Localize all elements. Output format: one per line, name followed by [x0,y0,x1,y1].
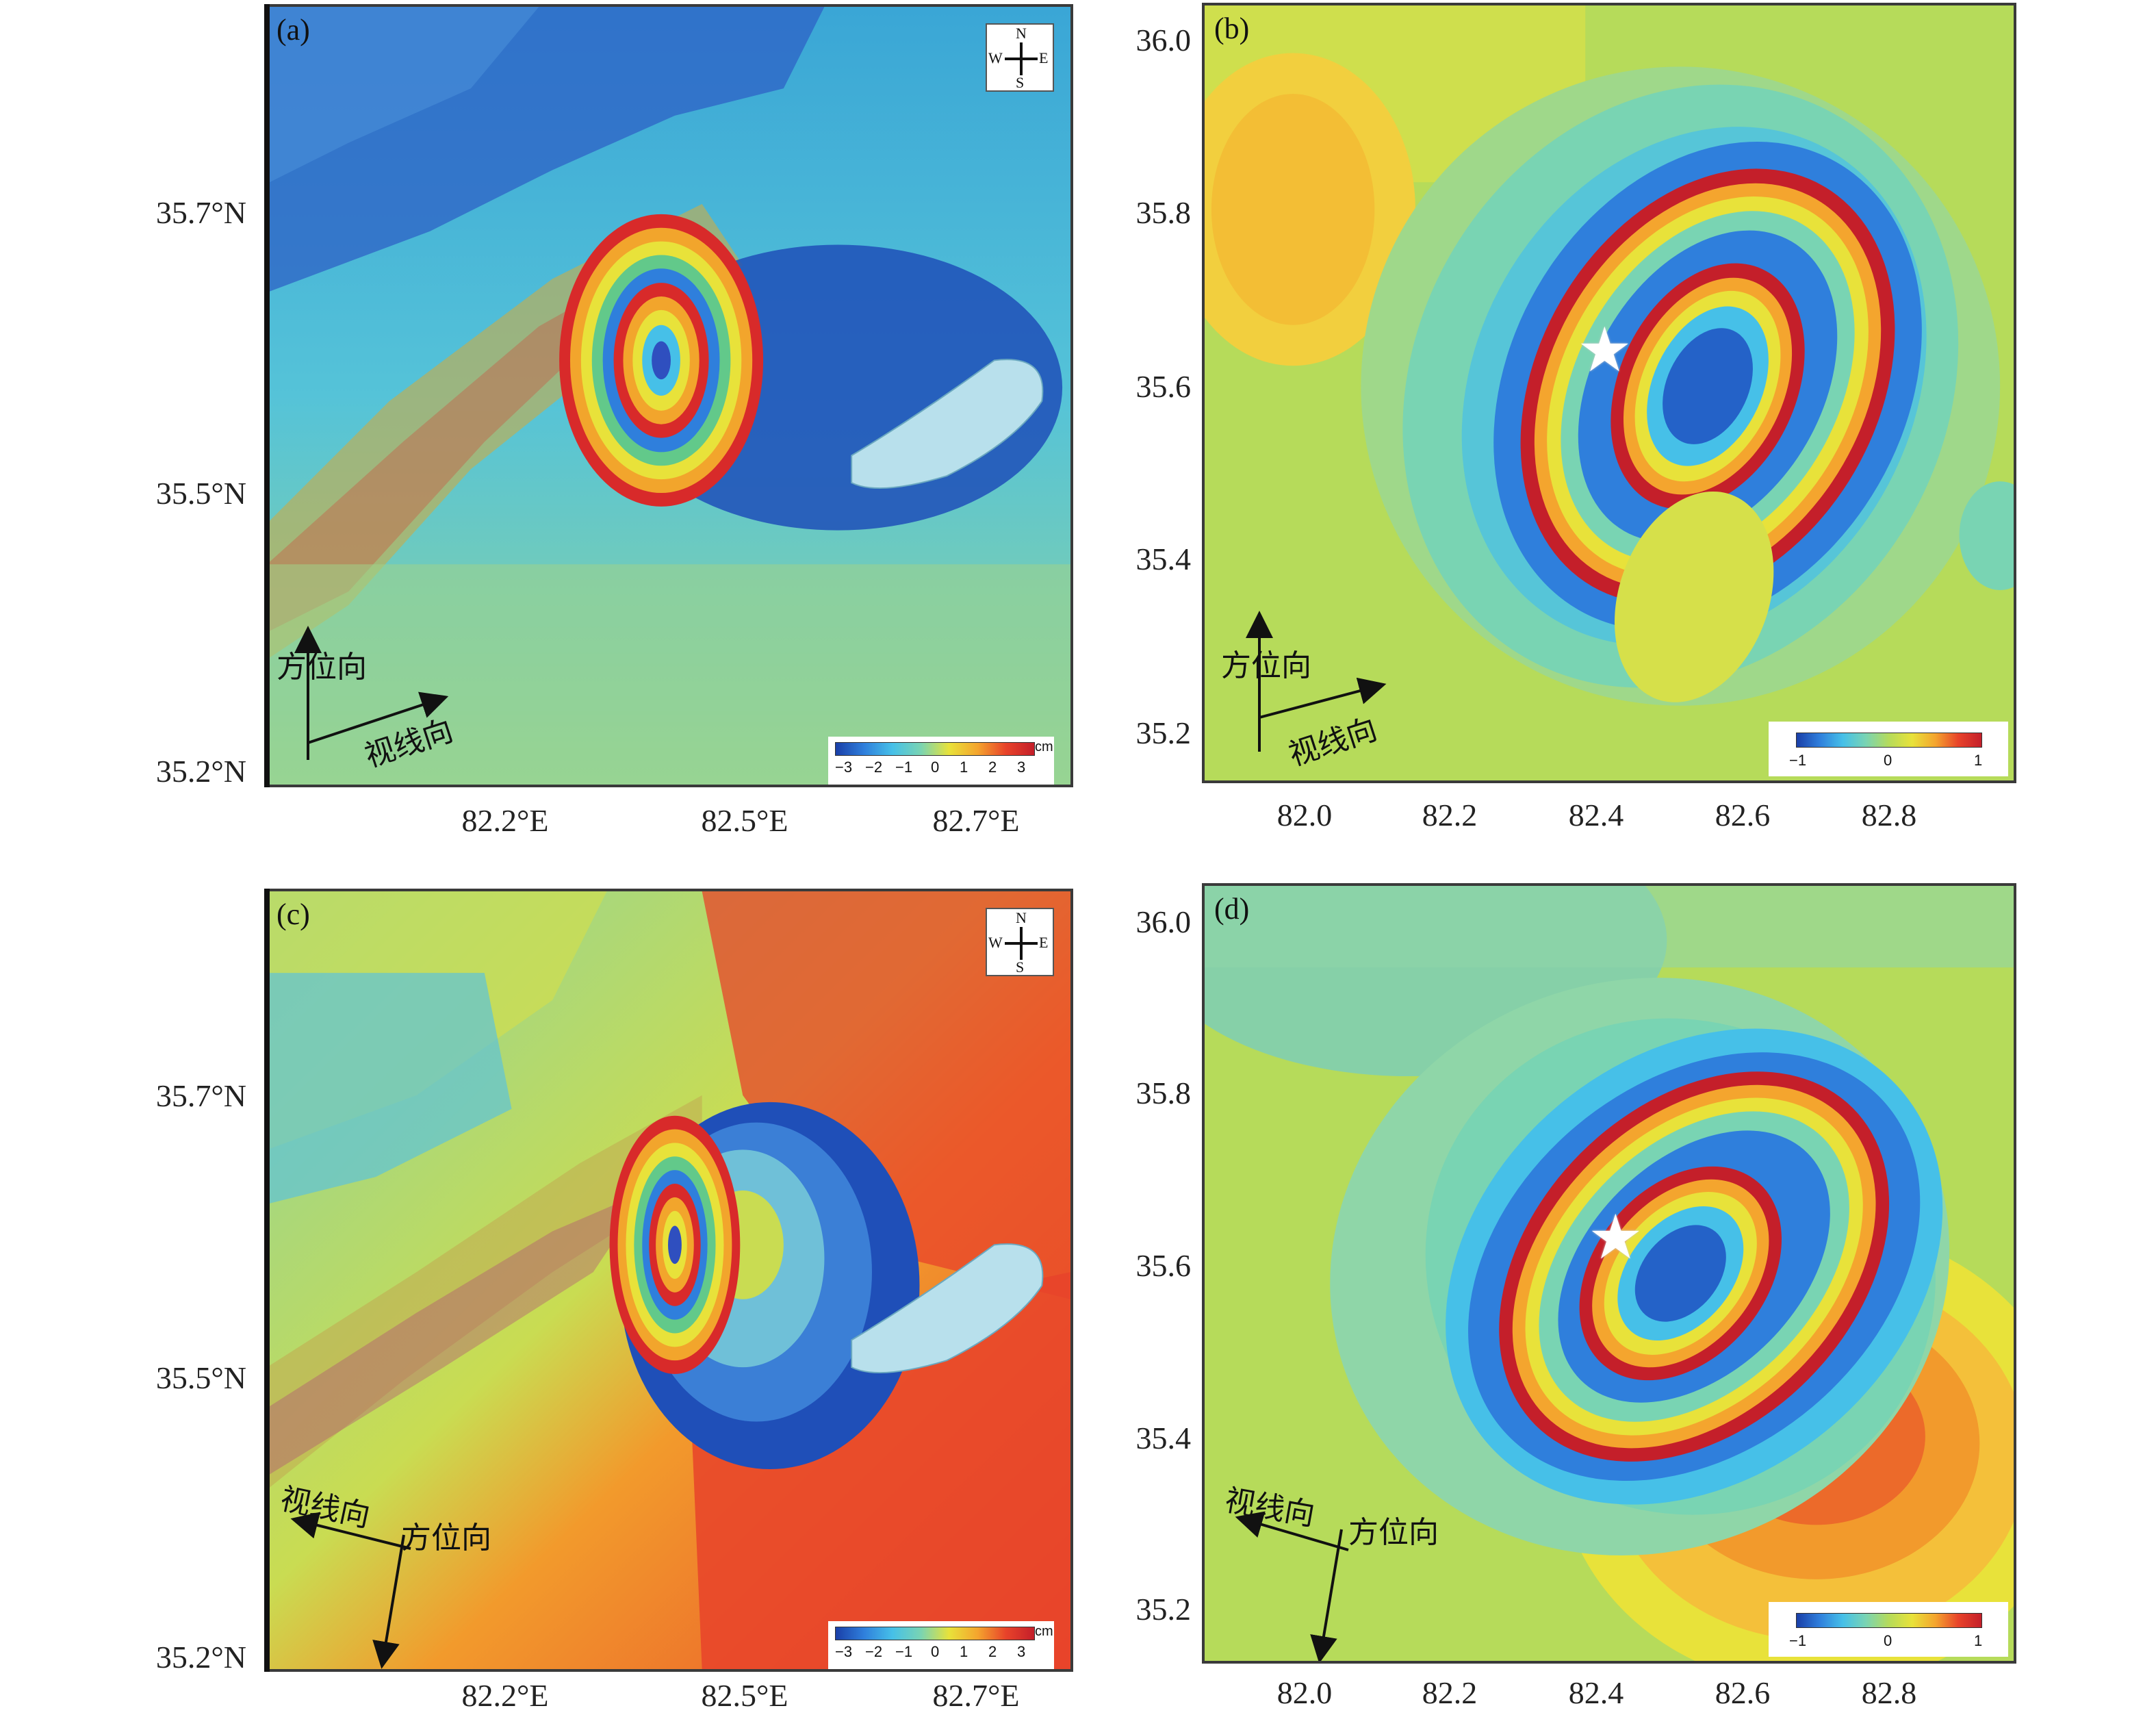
x-tick-b-3: 82.4 [1568,798,1624,832]
azimuth-label-d: 方位向 [1348,1516,1439,1550]
x-tick-a-3: 82.7°E [932,803,1020,838]
x-tick-a-1: 82.2°E [461,803,549,838]
x-tick-c-2: 82.5°E [701,1678,788,1713]
x-tick-d-3: 82.4 [1568,1675,1624,1710]
lake-c [851,1243,1044,1374]
panel-a-map: (a) N S E W −3 −2 −1 0 1 2 3 cm 方位向 视线向 [264,4,1073,787]
panel-c-map: (c) N S E W −3 −2 −1 0 1 2 3 cm 视线向 方位向 [264,889,1073,1672]
y-tick-a-1: 35.7°N [155,195,246,230]
arrow-icon [1235,1511,1349,1661]
interferogram-c [267,891,1070,1669]
x-tick-a-2: 82.5°E [701,803,788,838]
colorbar-obs-c: −3 −2 −1 0 1 2 3 cm [828,1621,1054,1669]
arrow-icon [1246,611,1387,752]
x-tick-b-1: 82.0 [1276,798,1333,832]
x-tick-b-5: 82.8 [1861,798,1917,832]
y-tick-d-5: 35.2 [1135,1592,1192,1627]
compass-rose-icon: N S E W [986,908,1054,976]
y-tick-b-4: 35.4 [1135,542,1192,576]
y-tick-b-2: 35.8 [1135,195,1192,230]
y-tick-d-2: 35.8 [1135,1076,1192,1110]
panel-label-b: (b) [1214,12,1250,45]
y-tick-b-5: 35.2 [1135,715,1192,750]
y-tick-d-4: 35.4 [1135,1421,1192,1455]
azimuth-label-a: 方位向 [277,650,367,685]
y-tick-b-1: 36.0 [1135,23,1192,58]
panel-d-map: (d) ★ −1 0 1 视线向 方位向 [1202,883,2016,1664]
y-tick-a-2: 35.5°N [155,476,246,511]
x-tick-d-4: 82.6 [1715,1675,1771,1710]
x-tick-d-5: 82.8 [1861,1675,1917,1710]
y-tick-c-1: 35.7°N [155,1078,246,1113]
epicenter-star-icon: ★ [1588,1204,1643,1272]
model-b [1205,5,2014,780]
lake-a [851,359,1044,489]
x-tick-b-4: 82.6 [1715,798,1771,832]
x-tick-c-3: 82.7°E [932,1678,1020,1713]
colorbar-model-b: −1 0 1 [1769,722,2008,776]
arrow-icon [290,1512,411,1669]
y-tick-c-2: 35.5°N [155,1360,246,1395]
y-tick-c-3: 35.2°N [155,1640,246,1675]
y-tick-b-3: 35.6 [1135,369,1192,404]
y-tick-d-1: 36.0 [1135,904,1192,939]
x-tick-d-2: 82.2 [1422,1675,1478,1710]
x-tick-d-1: 82.0 [1276,1675,1333,1710]
azimuth-label-b: 方位向 [1221,649,1311,683]
compass-rose-icon: N S E W [986,23,1054,92]
model-d [1205,886,2014,1661]
colorbar-obs-a: −3 −2 −1 0 1 2 3 cm [828,737,1054,785]
x-tick-b-2: 82.2 [1422,798,1478,832]
panel-label-c: (c) [277,898,310,931]
panel-label-a: (a) [277,13,310,47]
panel-label-d: (d) [1214,892,1250,926]
azimuth-label-c: 方位向 [401,1521,491,1555]
y-tick-d-3: 35.6 [1135,1248,1192,1283]
panel-b-map: (b) ★ −1 0 1 方位向 视线向 [1202,3,2016,783]
x-tick-c-1: 82.2°E [461,1678,549,1713]
interferogram-a [267,7,1070,785]
arrow-icon [294,626,449,760]
y-tick-a-3: 35.2°N [155,754,246,789]
colorbar-model-d: −1 0 1 [1769,1602,2008,1657]
epicenter-star-icon: ★ [1577,317,1632,385]
